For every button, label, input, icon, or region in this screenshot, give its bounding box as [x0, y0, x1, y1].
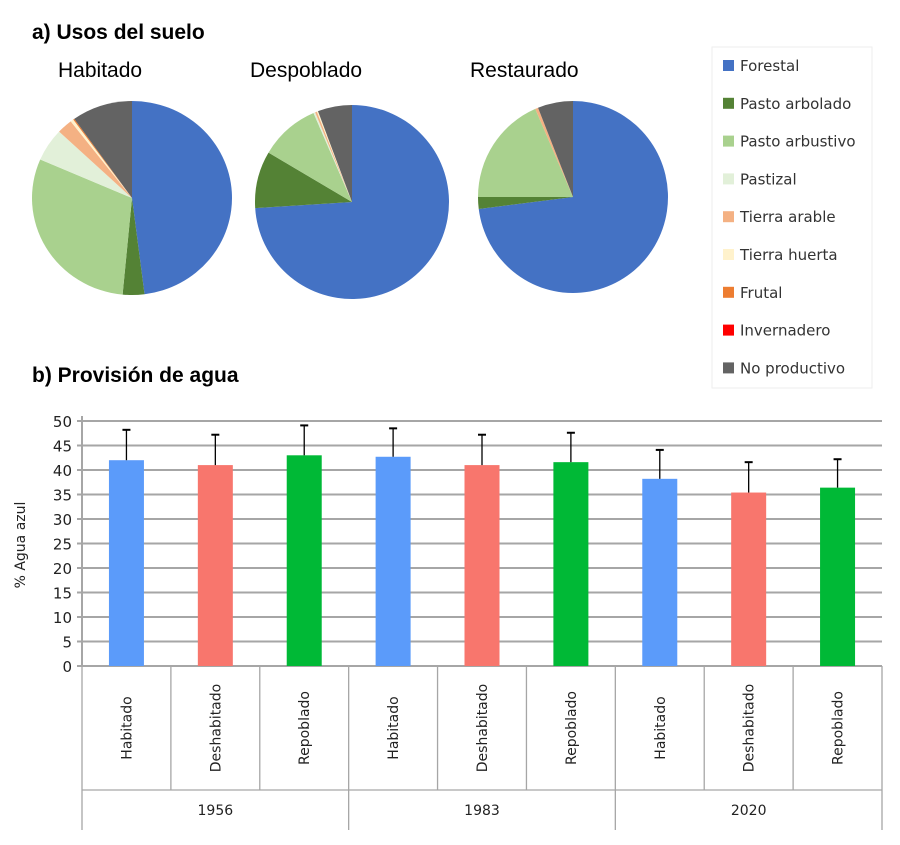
- y-tick-label: 50: [53, 413, 72, 431]
- legend-swatch: [723, 362, 734, 374]
- y-tick-label: 45: [53, 438, 72, 456]
- pie-title: Despoblado: [250, 59, 362, 82]
- pie-slice-pastizal: [313, 112, 352, 202]
- legend-swatch: [723, 249, 734, 260]
- pie-slice-pasto-arbolado: [255, 152, 352, 209]
- y-tick-label: 10: [53, 609, 72, 627]
- bar: [197, 465, 233, 666]
- legend: Forestal Pasto arbolado Pasto arbustivo Pas…: [711, 46, 873, 389]
- legend-label: Tierra huerta: [739, 246, 838, 264]
- pie-slice-tierra-arable: [535, 107, 573, 197]
- x-category-label: Habitado: [653, 696, 669, 759]
- pie-slice-pasto-arbolado: [478, 197, 573, 210]
- y-tick-label: 5: [62, 634, 72, 652]
- y-tick-label: 20: [53, 560, 72, 578]
- y-tick-label: 15: [53, 585, 72, 603]
- legend-swatch: [723, 211, 734, 223]
- pie-slice-tierra-huerta: [316, 111, 352, 202]
- pie-slice-forestal: [478, 101, 668, 294]
- y-tick-label: 40: [53, 462, 72, 480]
- pie-slice-forestal: [255, 105, 449, 299]
- legend-swatch: [723, 324, 734, 336]
- x-group-label: 2020: [731, 803, 767, 819]
- pie-slice-pasto-arbustivo: [478, 108, 573, 197]
- pie-slice-no-productivo: [74, 101, 132, 198]
- x-category-label: Repoblado: [297, 691, 313, 765]
- legend-label: Tierra arable: [739, 208, 836, 226]
- bar: [464, 465, 500, 666]
- x-category-label: Habitado: [119, 696, 135, 759]
- bar: [286, 455, 322, 666]
- y-tick-label: 35: [53, 487, 72, 505]
- legend-swatch: [723, 173, 734, 185]
- bar: [731, 492, 767, 666]
- x-category-label: Deshabitado: [475, 684, 491, 772]
- y-tick-label: 25: [53, 536, 72, 554]
- y-tick-label: 0: [62, 658, 72, 676]
- x-category-label: Repoblado: [564, 691, 580, 765]
- pie-slice-pasto-arbolado: [122, 198, 145, 295]
- section-b-title: b) Provisión de agua: [32, 364, 239, 387]
- pie-slice-tierra-huerta: [70, 119, 132, 198]
- pie-slice-pasto-arbustivo: [268, 112, 352, 202]
- x-group-label: 1956: [198, 803, 234, 819]
- legend-label: Pastizal: [740, 170, 797, 188]
- pie-slice-no-productivo: [317, 105, 352, 202]
- bar-chart: 0 5 10 15 20 25 30 35 40 45 50 Habitado Deshabitado R…: [53, 413, 883, 830]
- legend-label: Pasto arbustivo: [740, 133, 856, 151]
- legend-label: Pasto arbolado: [740, 95, 851, 113]
- y-axis-label: % Agua azul: [13, 502, 29, 589]
- y-tick-label: 30: [53, 511, 72, 529]
- x-category-label: Habitado: [386, 696, 402, 759]
- x-category-label: Repoblado: [831, 691, 847, 765]
- legend-label: Invernadero: [740, 322, 830, 340]
- pie-slice-frutal: [73, 118, 132, 198]
- bar: [553, 462, 589, 666]
- legend-swatch: [723, 97, 734, 109]
- pie-title: Habitado: [58, 59, 142, 82]
- pie-title: Restaurado: [470, 59, 579, 82]
- pie-slice-tierra-arable: [59, 121, 133, 198]
- bar: [820, 487, 856, 666]
- x-category-label: Deshabitado: [742, 684, 758, 772]
- pie-slice-no-productivo: [538, 101, 573, 197]
- section-a-title: a) Usos del suelo: [32, 21, 205, 44]
- pie-charts: Habitado Despoblado Restaurado: [31, 59, 668, 299]
- pie-slice-pastizal: [40, 131, 133, 198]
- legend-swatch: [723, 60, 734, 71]
- pie-slice-forestal: [132, 100, 233, 295]
- pie-slice-pasto-arbustivo: [31, 159, 132, 295]
- legend-box: [711, 46, 873, 389]
- legend-label: No productivo: [740, 359, 845, 377]
- legend-label: Frutal: [740, 284, 782, 302]
- bar: [375, 456, 411, 666]
- pie-slice-tierra-arable: [315, 111, 352, 202]
- x-group-label: 1983: [464, 803, 500, 819]
- bar: [642, 478, 678, 666]
- x-category-label: Deshabitado: [208, 684, 224, 772]
- bar: [108, 460, 144, 666]
- legend-label: Forestal: [740, 57, 799, 75]
- legend-swatch: [723, 135, 734, 147]
- legend-swatch: [723, 286, 734, 298]
